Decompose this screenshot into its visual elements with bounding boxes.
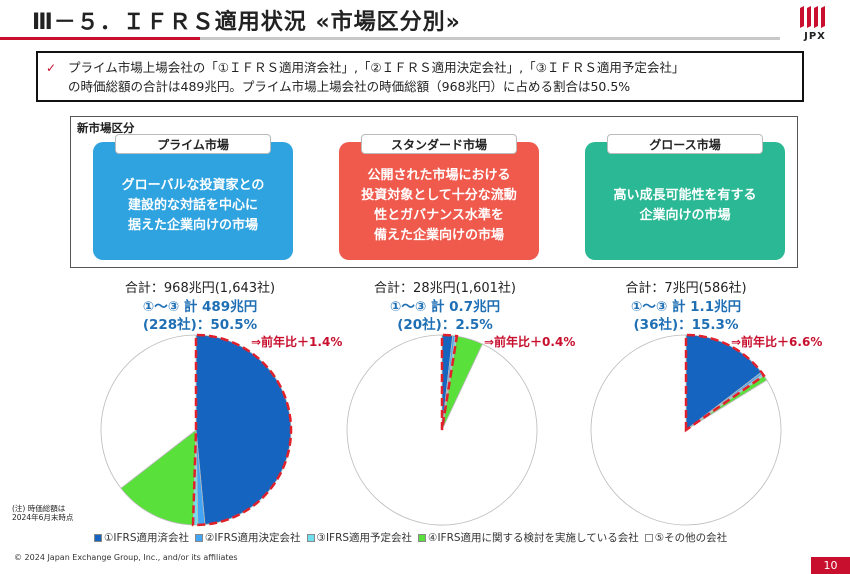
standard-desc-line: 公開された市場における (367, 168, 511, 183)
title-underline (0, 37, 780, 40)
standard-ifrs-total: ①～③ 計 0.7兆円 (389, 299, 501, 315)
legend-label: ①IFRS適用済会社 (104, 532, 190, 544)
standard-market-label: スタンダード市場 (361, 134, 517, 154)
prime-market-card: プライム市場 グローバルな投資家との 建設的な対話を中心に 据えた企業向けの市場 (93, 134, 293, 260)
growth-desc-line: 企業向けの市場 (639, 208, 731, 223)
growth-desc-line: 高い成長可能性を有する (613, 188, 757, 203)
standard-desc-line: 備えた企業向けの市場 (373, 228, 504, 243)
prime-yoy: ⇒前年比＋1.4% (251, 335, 343, 349)
standard-total: 合計：28兆円(1,601社) (374, 281, 516, 296)
logo-text: JPX (804, 31, 826, 42)
page-title: Ⅲ－５．ＩＦＲＳ適用状況 «市場区分別» (32, 10, 461, 35)
standard-pie-chart (346, 333, 538, 526)
prime-pie-chart (100, 333, 293, 527)
legend-swatch (195, 534, 204, 542)
legend-swatch (94, 534, 102, 542)
summary-line-1: プライム市場上場会社の「①ＩＦＲＳ適用済会社」,「②ＩＦＲＳ適用決定会社」,「③… (68, 60, 685, 75)
checkmark-icon: ✓ (46, 61, 57, 75)
prime-ifrs-share: (228社)：50.5% (142, 317, 258, 333)
prime-market-label: プライム市場 (115, 134, 271, 154)
ifrs-group-outline (684, 333, 766, 433)
prime-desc-line: グローバルな投資家との (121, 178, 265, 193)
page-number: 10 (811, 557, 850, 574)
legend-swatch (644, 534, 653, 542)
standard-desc-line: 投資対象として十分な流動 (361, 188, 517, 203)
growth-market-card: グロース市場 高い成長可能性を有する 企業向けの市場 (585, 134, 785, 260)
market-segments-panel: 新市場区分 プライム市場 グローバルな投資家との 建設的な対話を中心に 据えた企… (70, 116, 798, 268)
summary-line-2: の時価総額の合計は489兆円。プライム市場上場会社の時価総額（968兆円）に占め… (68, 79, 631, 94)
footnote-line: 2024年6月末時点 (12, 513, 74, 522)
growth-ifrs-total: ①～③ 計 1.1兆円 (630, 299, 742, 315)
copyright: © 2024 Japan Exchange Group, Inc., and/o… (14, 553, 238, 562)
panel-title: 新市場区分 (77, 121, 135, 135)
jpx-logo-icon (800, 6, 825, 28)
summary-box: ✓ プライム市場上場会社の「①ＩＦＲＳ適用済会社」,「②ＩＦＲＳ適用決定会社」,… (36, 51, 804, 102)
footnote: (注) 時価総額は 2024年6月末時点 (12, 504, 73, 522)
standard-ifrs-share: (20社)：2.5% (397, 317, 493, 333)
ifrs-group-outline (440, 333, 459, 431)
growth-yoy: ⇒前年比＋6.6% (731, 335, 823, 349)
pie-legend: ①IFRS適用済会社 ②IFRS適用決定会社 ③IFRS適用予定会社 ④IFRS適用に… (88, 530, 727, 545)
legend-label: ⑤その他の会社 (654, 532, 728, 544)
growth-stats: 合計：7兆円(586社) ①～③ 計 1.1兆円 (36社)：15.3% (586, 280, 786, 334)
prime-desc-line: 建設的な対話を中心に (127, 198, 258, 213)
prime-stats: 合計：968兆円(1,643社) ①～③ 計 489兆円 (228社)：50.5… (100, 280, 300, 334)
standard-desc-line: 性とガバナンス水準を (374, 208, 504, 223)
growth-pie-chart (590, 333, 782, 526)
prime-total: 合計：968兆円(1,643社) (124, 281, 276, 296)
prime-desc-line: 据えた企業向けの市場 (127, 218, 258, 233)
growth-ifrs-share: (36社)：15.3% (633, 317, 739, 333)
other-slice (100, 334, 197, 489)
growth-market-label: グロース市場 (607, 134, 763, 154)
standard-yoy: ⇒前年比＋0.4% (484, 335, 576, 349)
legend-swatch (418, 534, 427, 542)
ifrs-group-outline (191, 333, 293, 527)
prime-ifrs-total: ①～③ 計 489兆円 (142, 299, 258, 315)
ifrs-considering-slice (120, 429, 197, 526)
ifrs-applied-slice (195, 334, 292, 526)
legend-swatch (306, 534, 315, 542)
standard-stats: 合計：28兆円(1,601社) ①～③ 計 0.7兆円 (20社)：2.5% (345, 280, 545, 334)
growth-total: 合計：7兆円(586社) (625, 281, 747, 296)
footnote-line: (注) 時価総額は (12, 504, 66, 513)
legend-label: ④IFRS適用に関する検討を実施している会社 (428, 532, 639, 544)
legend-label: ②IFRS適用決定会社 (205, 532, 301, 544)
standard-market-card: スタンダード市場 公開された市場における 投資対象として十分な流動 性とガバナン… (339, 134, 539, 260)
legend-label: ③IFRS適用予定会社 (316, 532, 413, 544)
